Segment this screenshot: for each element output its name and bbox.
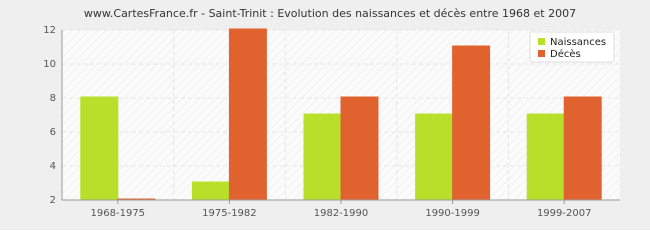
x-tick-label: 1968-1975 — [91, 208, 146, 219]
plot: 2 4 6 8 10 12 1968-1975 1975-1982 1982-1990 1990-… — [43, 25, 620, 219]
y-tick-label: 4 — [50, 161, 56, 172]
bar — [526, 113, 565, 201]
bar — [340, 96, 379, 201]
legend-label: Décès — [550, 48, 581, 60]
bar — [228, 28, 267, 201]
bar — [415, 113, 454, 201]
legend-swatch — [538, 38, 545, 45]
legend-swatch — [538, 50, 545, 57]
y-tick-label: 12 — [43, 25, 56, 36]
x-tick-label: 1982-1990 — [314, 208, 369, 219]
y-tick-label: 10 — [43, 59, 56, 70]
bar — [303, 113, 342, 201]
legend-label: Naissances — [550, 37, 606, 48]
y-tick-label: 8 — [50, 93, 56, 104]
x-tick-label: 1990-1999 — [425, 208, 480, 219]
bar — [563, 96, 602, 201]
bar — [80, 96, 119, 201]
x-tick-label: 1975-1982 — [202, 208, 257, 219]
y-tick-label: 6 — [50, 127, 56, 138]
bar — [191, 181, 230, 201]
y-tick-label: 2 — [50, 195, 56, 206]
x-tick-label: 1999-2007 — [537, 208, 592, 219]
bar — [452, 45, 491, 201]
legend-box — [529, 31, 615, 63]
chart: www.CartesFrance.fr - Saint-Trinit : Evo… — [0, 0, 650, 230]
chart-title: www.CartesFrance.fr - Saint-Trinit : Evo… — [84, 7, 576, 20]
